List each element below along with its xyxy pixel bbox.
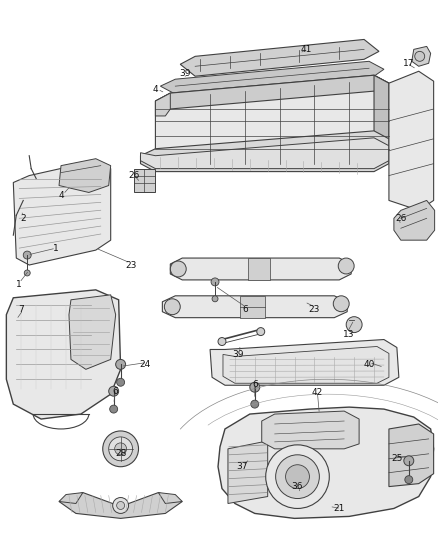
Circle shape	[265, 445, 328, 508]
Text: 26: 26	[394, 214, 406, 223]
Text: 13: 13	[343, 330, 354, 339]
Polygon shape	[411, 46, 430, 66]
Text: 36: 36	[291, 482, 303, 491]
Circle shape	[403, 456, 413, 466]
Circle shape	[23, 251, 31, 259]
Circle shape	[218, 337, 226, 345]
Polygon shape	[170, 258, 350, 280]
Text: 21: 21	[333, 504, 344, 513]
Polygon shape	[155, 75, 388, 109]
Polygon shape	[180, 39, 378, 76]
Circle shape	[332, 296, 348, 312]
Circle shape	[24, 270, 30, 276]
Polygon shape	[140, 131, 388, 172]
Text: 6: 6	[113, 387, 118, 395]
Circle shape	[337, 258, 353, 274]
Polygon shape	[155, 75, 388, 164]
Text: 6: 6	[241, 305, 247, 314]
Circle shape	[249, 382, 259, 392]
Polygon shape	[227, 441, 267, 504]
Text: 7: 7	[18, 305, 24, 314]
Polygon shape	[59, 492, 83, 504]
Polygon shape	[218, 407, 433, 519]
Circle shape	[404, 475, 412, 483]
Polygon shape	[388, 71, 433, 211]
Polygon shape	[160, 61, 383, 94]
Text: 17: 17	[402, 59, 413, 68]
Circle shape	[117, 378, 124, 386]
Polygon shape	[6, 290, 120, 419]
Circle shape	[285, 465, 309, 489]
Polygon shape	[388, 424, 433, 487]
Polygon shape	[63, 500, 150, 512]
Text: 26: 26	[127, 171, 139, 180]
Circle shape	[170, 261, 186, 277]
Text: 39: 39	[179, 69, 191, 78]
Circle shape	[211, 278, 219, 286]
Text: 23: 23	[308, 305, 319, 314]
Polygon shape	[133, 168, 155, 192]
Circle shape	[346, 317, 361, 333]
Polygon shape	[59, 492, 182, 519]
Polygon shape	[393, 200, 434, 240]
Polygon shape	[247, 258, 269, 280]
Polygon shape	[69, 295, 115, 369]
Text: 1: 1	[16, 280, 22, 289]
Text: 4: 4	[58, 191, 64, 200]
Text: 1: 1	[53, 244, 59, 253]
Circle shape	[109, 386, 118, 396]
Polygon shape	[162, 296, 346, 318]
Circle shape	[164, 299, 180, 314]
Polygon shape	[261, 411, 358, 449]
Circle shape	[115, 359, 125, 369]
Text: 23: 23	[124, 261, 136, 270]
Circle shape	[110, 405, 117, 413]
Text: 2: 2	[21, 214, 26, 223]
Text: 24: 24	[140, 360, 151, 369]
Polygon shape	[158, 492, 182, 504]
Polygon shape	[239, 296, 264, 318]
Polygon shape	[223, 346, 388, 383]
Polygon shape	[13, 160, 110, 265]
Text: 4: 4	[152, 85, 158, 94]
Text: 41: 41	[300, 45, 311, 54]
Circle shape	[114, 443, 126, 455]
Polygon shape	[140, 138, 388, 168]
Text: 37: 37	[236, 462, 247, 471]
Circle shape	[212, 296, 218, 302]
Circle shape	[109, 437, 132, 461]
Circle shape	[256, 328, 264, 336]
Circle shape	[117, 502, 124, 510]
Polygon shape	[373, 75, 388, 164]
Text: 40: 40	[363, 360, 374, 369]
Circle shape	[102, 431, 138, 467]
Polygon shape	[59, 159, 110, 192]
Text: 42: 42	[311, 387, 322, 397]
Text: 6: 6	[251, 379, 257, 389]
Text: 39: 39	[232, 350, 243, 359]
Polygon shape	[155, 93, 170, 116]
Circle shape	[275, 455, 318, 498]
Circle shape	[250, 400, 258, 408]
Text: 28: 28	[115, 449, 126, 458]
Circle shape	[414, 51, 424, 61]
Text: 25: 25	[390, 454, 402, 463]
Circle shape	[113, 497, 128, 513]
Polygon shape	[209, 340, 398, 385]
